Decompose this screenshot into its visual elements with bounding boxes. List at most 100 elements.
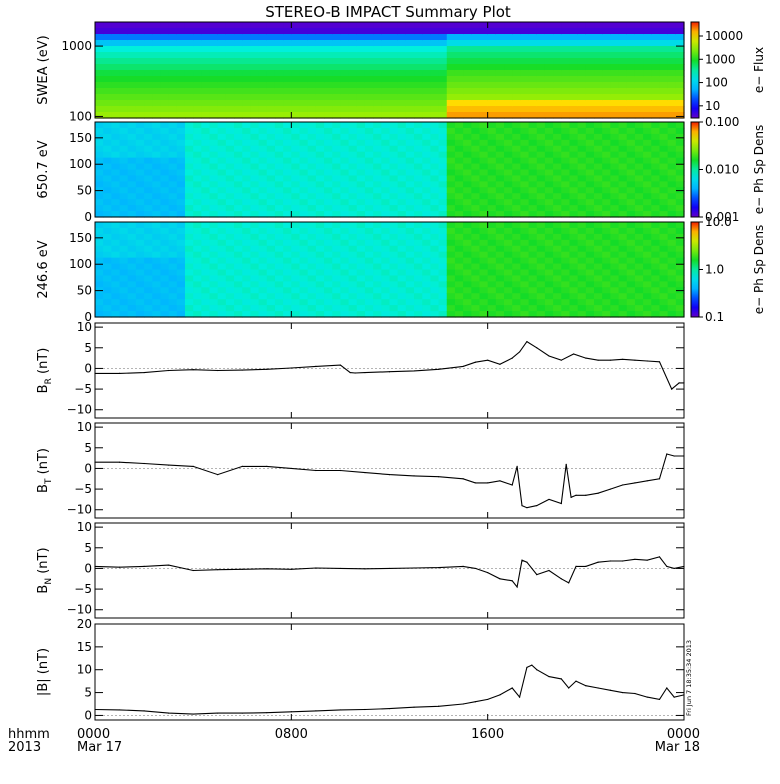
heatmap-cell [340, 88, 350, 95]
heatmap-cell [430, 187, 440, 194]
heatmap-cell [103, 22, 112, 29]
heatmap-cell [667, 257, 677, 265]
heatmap-cell [144, 293, 153, 300]
data-point [437, 476, 440, 478]
heatmap-cell [373, 94, 382, 101]
heatmap-cell [675, 281, 685, 288]
heatmap-cell [348, 52, 358, 59]
heatmap-cell [430, 251, 440, 259]
heatmap-cell [176, 82, 186, 89]
heatmap-cell [144, 269, 153, 277]
heatmap-cell [95, 227, 104, 235]
heatmap-cell [135, 127, 145, 135]
heatmap-cell [299, 100, 309, 107]
heatmap-cell [381, 287, 391, 294]
heatmap-cell [209, 305, 219, 312]
heatmap-cell [168, 139, 178, 147]
heatmap-cell [446, 181, 456, 188]
heatmap-cell [561, 281, 571, 288]
heatmap-cell [405, 263, 415, 271]
heatmap-cell [438, 193, 448, 200]
heatmap-cell [659, 28, 669, 35]
heatmap-cell [266, 46, 276, 53]
heatmap-cell [422, 222, 431, 229]
heatmap-cell [520, 251, 530, 259]
heatmap-cell [504, 311, 513, 318]
y-tick-label: 100 [69, 257, 92, 271]
heatmap-cell [242, 76, 252, 83]
heatmap-cell [324, 28, 333, 35]
heatmap-cell [119, 305, 129, 312]
heatmap-cell [544, 175, 554, 182]
heatmap-cell [389, 193, 399, 200]
heatmap-cell [454, 82, 464, 89]
heatmap-cell [446, 287, 456, 294]
heatmap-cell [577, 151, 587, 159]
heatmap-cell [430, 76, 440, 83]
heatmap-cell [651, 100, 661, 107]
heatmap-cell [176, 245, 186, 253]
heatmap-cell [471, 163, 481, 171]
heatmap-cell [479, 193, 489, 200]
heatmap-cell [103, 263, 112, 271]
heatmap-cell [618, 28, 628, 35]
heatmap-cell [356, 70, 366, 77]
heatmap-cell [184, 52, 194, 59]
heatmap-cell [643, 275, 652, 282]
heatmap-cell [356, 281, 366, 288]
heatmap-cell [528, 76, 538, 83]
heatmap-cell [594, 211, 603, 218]
heatmap-cell [618, 211, 628, 218]
heatmap-cell [487, 222, 497, 229]
heatmap-cell [176, 211, 186, 218]
heatmap-cell [135, 100, 145, 107]
heatmap-cell [217, 46, 227, 53]
heatmap-cell [299, 133, 309, 141]
heatmap-cell [111, 22, 121, 29]
heatmap-cell [667, 157, 677, 165]
heatmap-cell [651, 40, 661, 47]
heatmap-cell [594, 251, 603, 259]
heatmap-cell [618, 311, 628, 318]
heatmap-cell [544, 233, 554, 241]
heatmap-cell [307, 133, 317, 141]
heatmap-cell [675, 88, 685, 95]
heatmap-cell [659, 22, 669, 29]
heatmap-cell [675, 169, 685, 177]
heatmap-cell [659, 181, 669, 188]
heatmap-cell [463, 193, 472, 200]
heatmap-cell [487, 163, 497, 171]
heatmap-cell [201, 127, 211, 135]
heatmap-cell [364, 58, 374, 65]
heatmap-cell [225, 245, 235, 253]
heatmap-cell [340, 275, 350, 282]
heatmap-cell [103, 311, 112, 318]
heatmap-cell [594, 52, 603, 59]
heatmap-cell [594, 88, 603, 95]
heatmap-cell [479, 157, 489, 165]
heatmap-cell [332, 245, 342, 253]
heatmap-cell [119, 163, 129, 171]
heatmap-cell [405, 139, 415, 147]
heatmap-cell [438, 64, 448, 71]
data-point [575, 494, 577, 496]
heatmap-cell [479, 70, 489, 77]
heatmap-cell [585, 100, 595, 107]
heatmap-cell [332, 257, 342, 265]
heatmap-cell [274, 275, 284, 282]
heatmap-cell [610, 311, 620, 318]
heatmap-cell [283, 263, 292, 271]
heatmap-cell [528, 239, 538, 247]
heatmap-cell [504, 157, 513, 165]
heatmap-cell [356, 311, 366, 318]
heatmap-cell [364, 22, 374, 29]
heatmap-cell [364, 139, 374, 147]
heatmap-cell [250, 251, 260, 259]
heatmap-cell [528, 169, 538, 177]
heatmap-cell [160, 112, 170, 119]
data-point [572, 353, 575, 355]
heatmap-cell [111, 100, 121, 107]
heatmap-cell [217, 151, 227, 159]
heatmap-cell [258, 22, 268, 29]
